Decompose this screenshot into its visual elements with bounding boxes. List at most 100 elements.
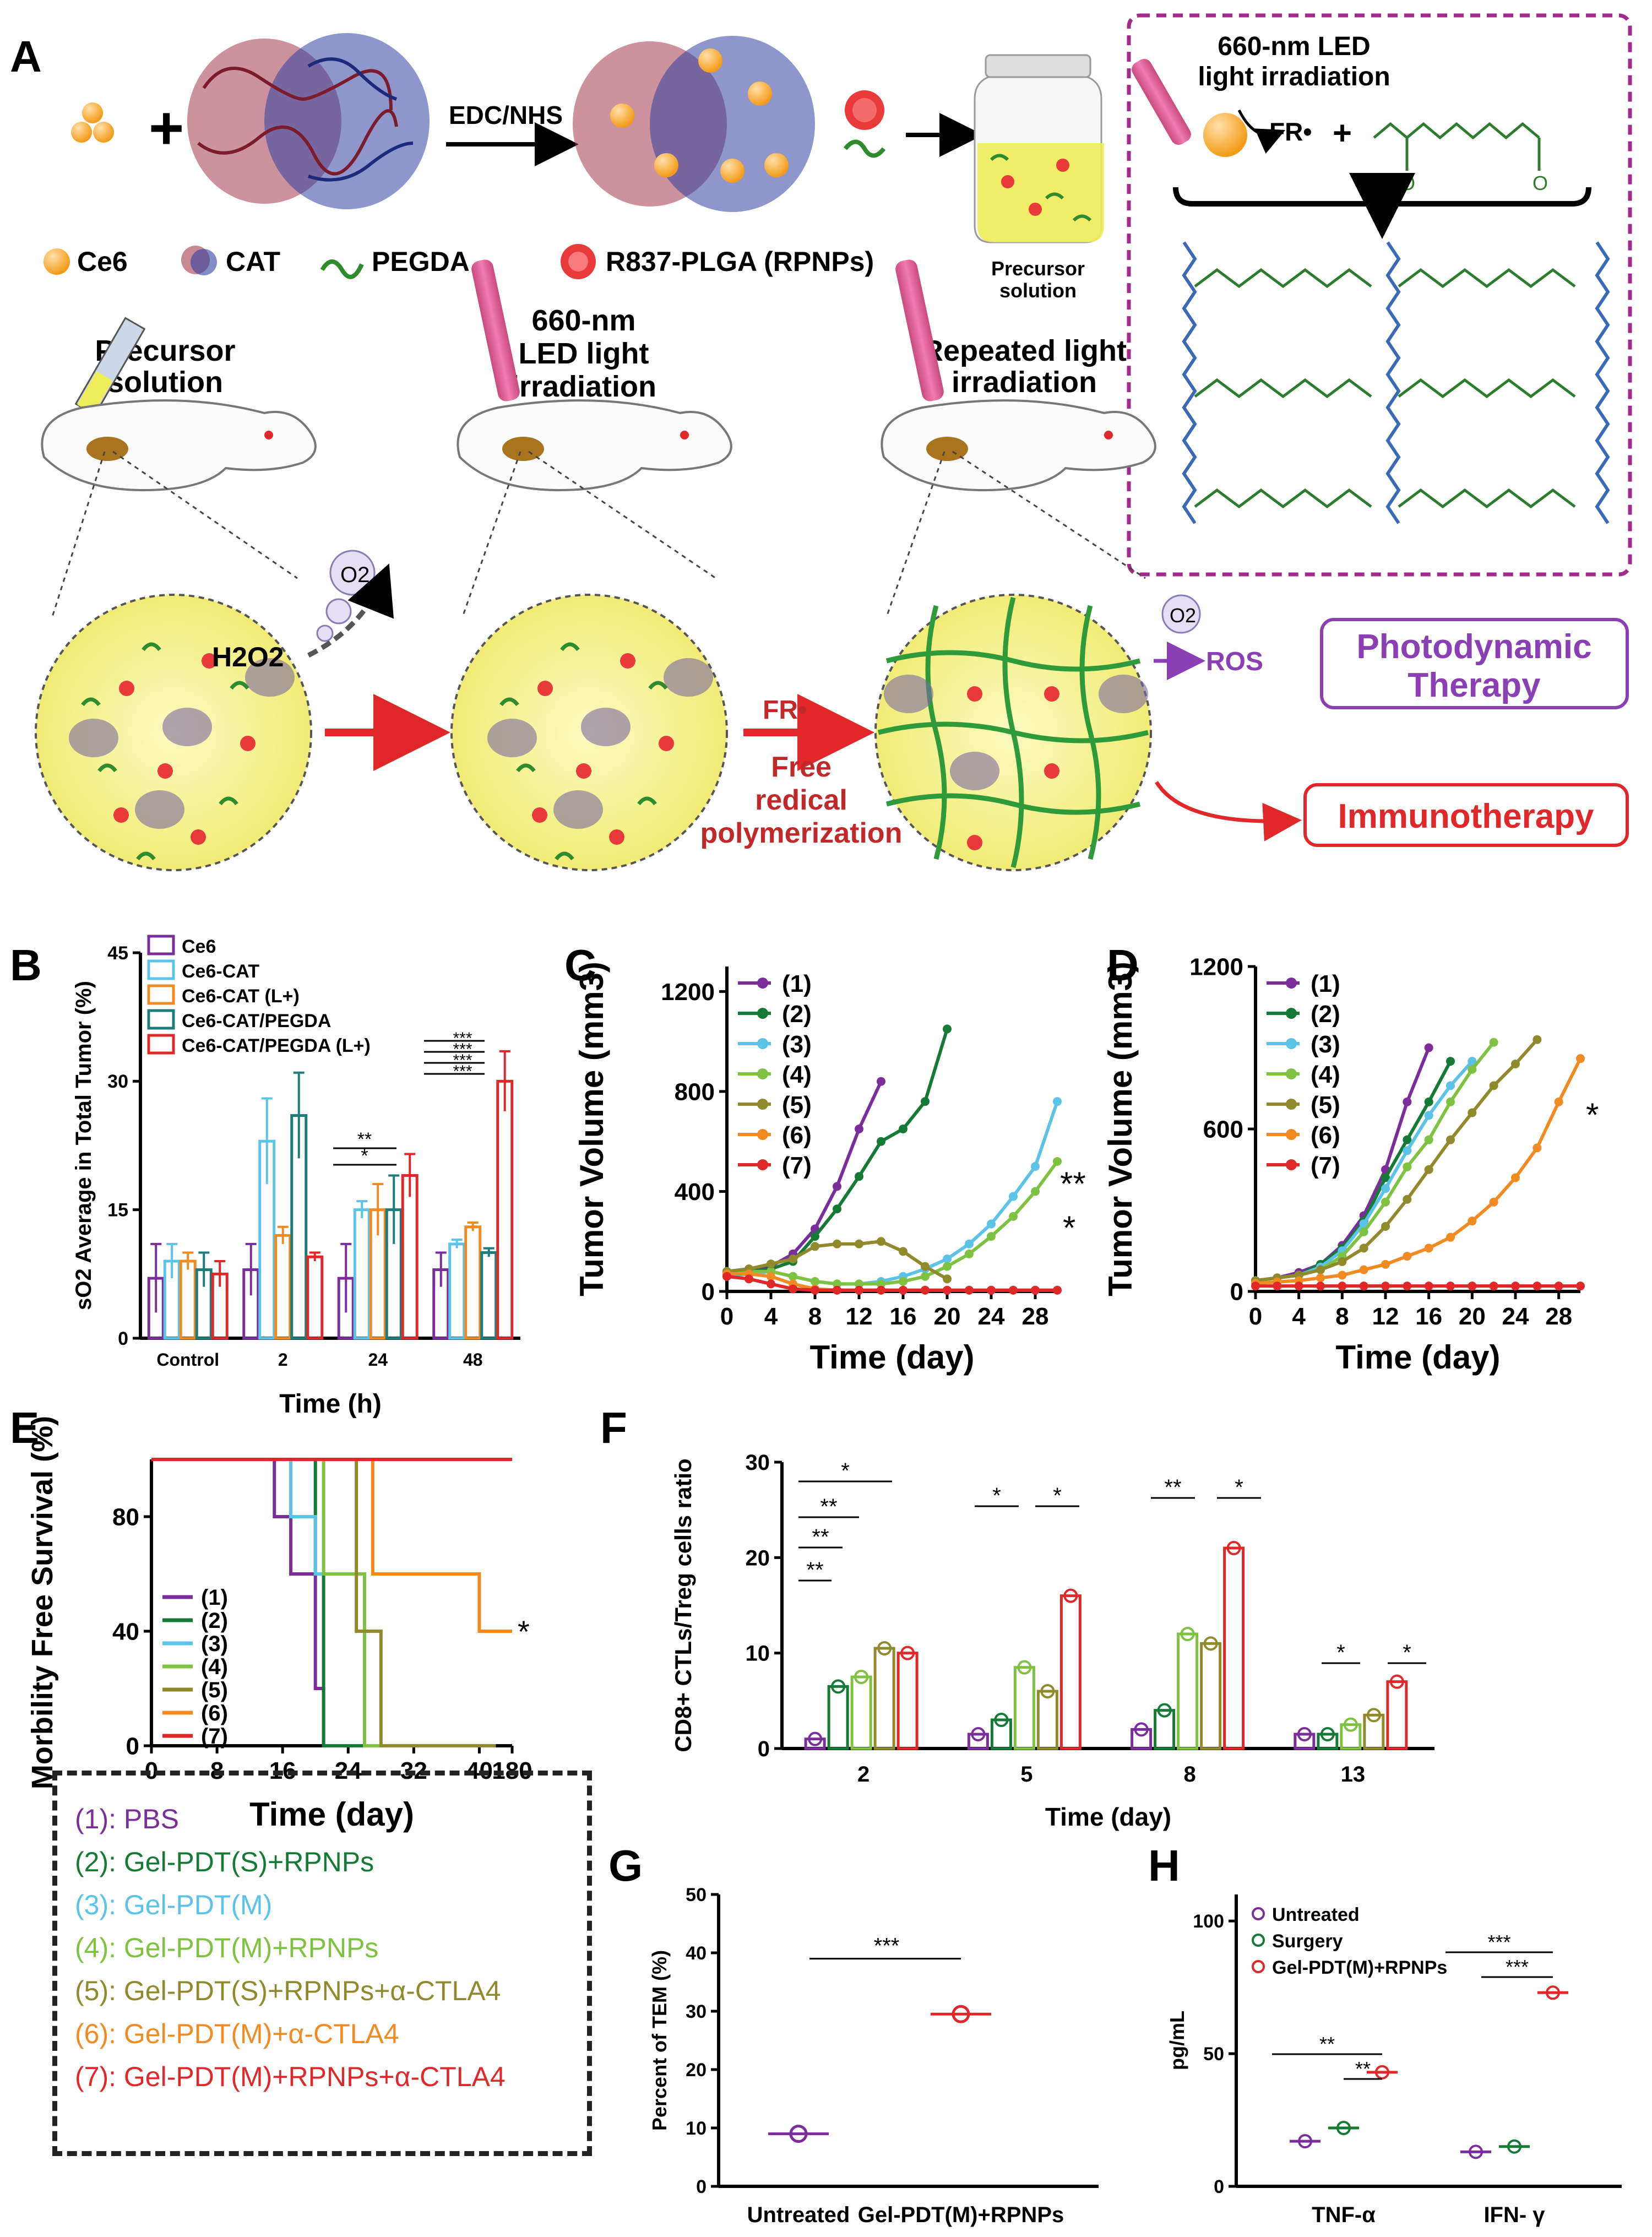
f-point (1226, 1541, 1241, 1555)
f-bar (1177, 1632, 1199, 1750)
f-bar (1013, 1666, 1035, 1750)
b-bar (179, 1259, 197, 1340)
d-point (1294, 1282, 1303, 1291)
d-legend-marker (1286, 1008, 1297, 1019)
f-sig-label: * (992, 1484, 1001, 1508)
c-xtick-label: 28 (1022, 1303, 1049, 1330)
chart-c: 0 400 800 1200 0 4 8 12 16 20 24 28 Time (day) Tumor … (573, 962, 1086, 1376)
f-point (1203, 1636, 1218, 1651)
polymerization-label-1: Free (771, 751, 832, 783)
d-xtick-label: 16 (1415, 1303, 1442, 1330)
c-series-line (726, 1101, 1059, 1286)
d-point (1403, 1252, 1412, 1261)
c-point (833, 1285, 841, 1295)
d-series-line (1255, 1057, 1582, 1285)
d-point (1338, 1257, 1347, 1266)
c-legend-label: (5) (782, 1092, 812, 1118)
f-sig-label: ** (812, 1525, 829, 1549)
b-xlabel: Time (h) (279, 1389, 382, 1419)
c-xtick-label: 12 (846, 1303, 873, 1330)
b-ylabel: sO2 Average in Total Tumor (%) (72, 981, 96, 1310)
panel-label-f: F (600, 1403, 627, 1452)
b-legend-swatch (147, 935, 175, 955)
step3-label-2: irradiation (952, 366, 1097, 399)
h-point (1507, 2139, 1521, 2154)
h-legend-marker (1252, 1960, 1265, 1973)
c-sig-label: ** (1060, 1165, 1086, 1202)
c-point (921, 1285, 930, 1295)
b-sig-label: *** (453, 1029, 472, 1047)
d-point (1554, 1097, 1563, 1106)
c-point (833, 1182, 841, 1191)
f-bar (1294, 1733, 1316, 1750)
legend-cat: CAT (226, 246, 280, 277)
e-ytick-label: 0 (126, 1733, 139, 1760)
f-bar (896, 1652, 919, 1750)
c-point (943, 1262, 952, 1271)
d-legend-label: (1) (1311, 970, 1340, 997)
c-ylabel: Tumor Volume (mm3) (573, 962, 610, 1296)
inset-title-2: light irradiation (1198, 62, 1390, 91)
group-label: (4): Gel-PDT(M)+RPNPs (75, 1932, 379, 1963)
d-series-line (1255, 1060, 1452, 1283)
d-ytick-label: 0 (1230, 1278, 1243, 1305)
legend-pegda: PEGDA (372, 246, 470, 277)
g-ytick-label: 10 (686, 2118, 707, 2139)
d-point (1381, 1173, 1390, 1182)
h-legend-label: Gel-PDT(M)+RPNPs (1272, 1957, 1447, 1978)
c-legend-label: (4) (782, 1061, 812, 1088)
b-legend-label: Ce6-CAT/PEGDA (L+) (182, 1035, 371, 1056)
led-lamp-2 (471, 259, 520, 401)
d-point (1338, 1270, 1347, 1280)
inset-fr: FR• (1269, 117, 1312, 146)
h-ytick-label: 50 (1203, 2044, 1224, 2065)
g-ytick-label: 0 (696, 2176, 707, 2197)
f-sig-label: ** (1164, 1475, 1181, 1500)
c-xtick-label: 8 (808, 1303, 822, 1330)
o2-small-icon (1161, 594, 1201, 634)
d-point (1446, 1135, 1455, 1144)
c-point (855, 1125, 863, 1133)
d-point (1468, 1282, 1477, 1291)
d-point (1403, 1194, 1412, 1204)
f-point (854, 1670, 869, 1684)
chart-b: 0 15 30 45 sO2 Average in Total Tumor (%) Tim… (72, 935, 520, 1419)
c-point (965, 1239, 974, 1248)
c-point (921, 1097, 930, 1106)
d-point (1489, 1282, 1498, 1291)
precursor-vial-label-2: solution (999, 279, 1077, 302)
d-point (1446, 1232, 1455, 1242)
d-point (1359, 1282, 1368, 1291)
c-point (921, 1272, 930, 1281)
h-ytick-label: 0 (1214, 2176, 1224, 2197)
c-point (1031, 1187, 1040, 1196)
c-point (767, 1259, 775, 1269)
f-sig-label: ** (820, 1495, 837, 1519)
g-ytick-label: 50 (686, 1885, 707, 1905)
f-point (900, 1646, 915, 1660)
c-legend-label: (3) (782, 1031, 812, 1058)
pdt-box (1320, 618, 1629, 709)
rpnp-reagent-icon (843, 90, 886, 158)
f-bar (1200, 1642, 1222, 1750)
d-point (1511, 1173, 1520, 1182)
h2o2-arrow (307, 563, 394, 658)
chart-g: 0 10 20 30 40 50 Percent of TEM (%) Untreated Ge… (648, 1885, 1099, 2227)
f-point (1320, 1727, 1335, 1741)
d-point (1533, 1143, 1542, 1153)
d-point (1403, 1135, 1412, 1144)
b-bar (448, 1242, 466, 1340)
h-legend-label: Surgery (1272, 1931, 1343, 1952)
f-point (808, 1731, 823, 1746)
h-sig-label: ** (1319, 2033, 1335, 2055)
legend-pegda-icon (320, 259, 364, 279)
b-ytick-label: 45 (107, 943, 128, 964)
h-ytick-label: 100 (1193, 1911, 1224, 1932)
c-point (899, 1247, 907, 1256)
panel-label-g: G (608, 1841, 643, 1890)
f-point (877, 1641, 892, 1655)
b-ytick-label: 15 (107, 1200, 128, 1221)
o2-small-label: O2 (1170, 604, 1196, 627)
precursor-vial-label-1: Precursor (991, 257, 1085, 280)
panel-label-a: A (10, 32, 42, 81)
